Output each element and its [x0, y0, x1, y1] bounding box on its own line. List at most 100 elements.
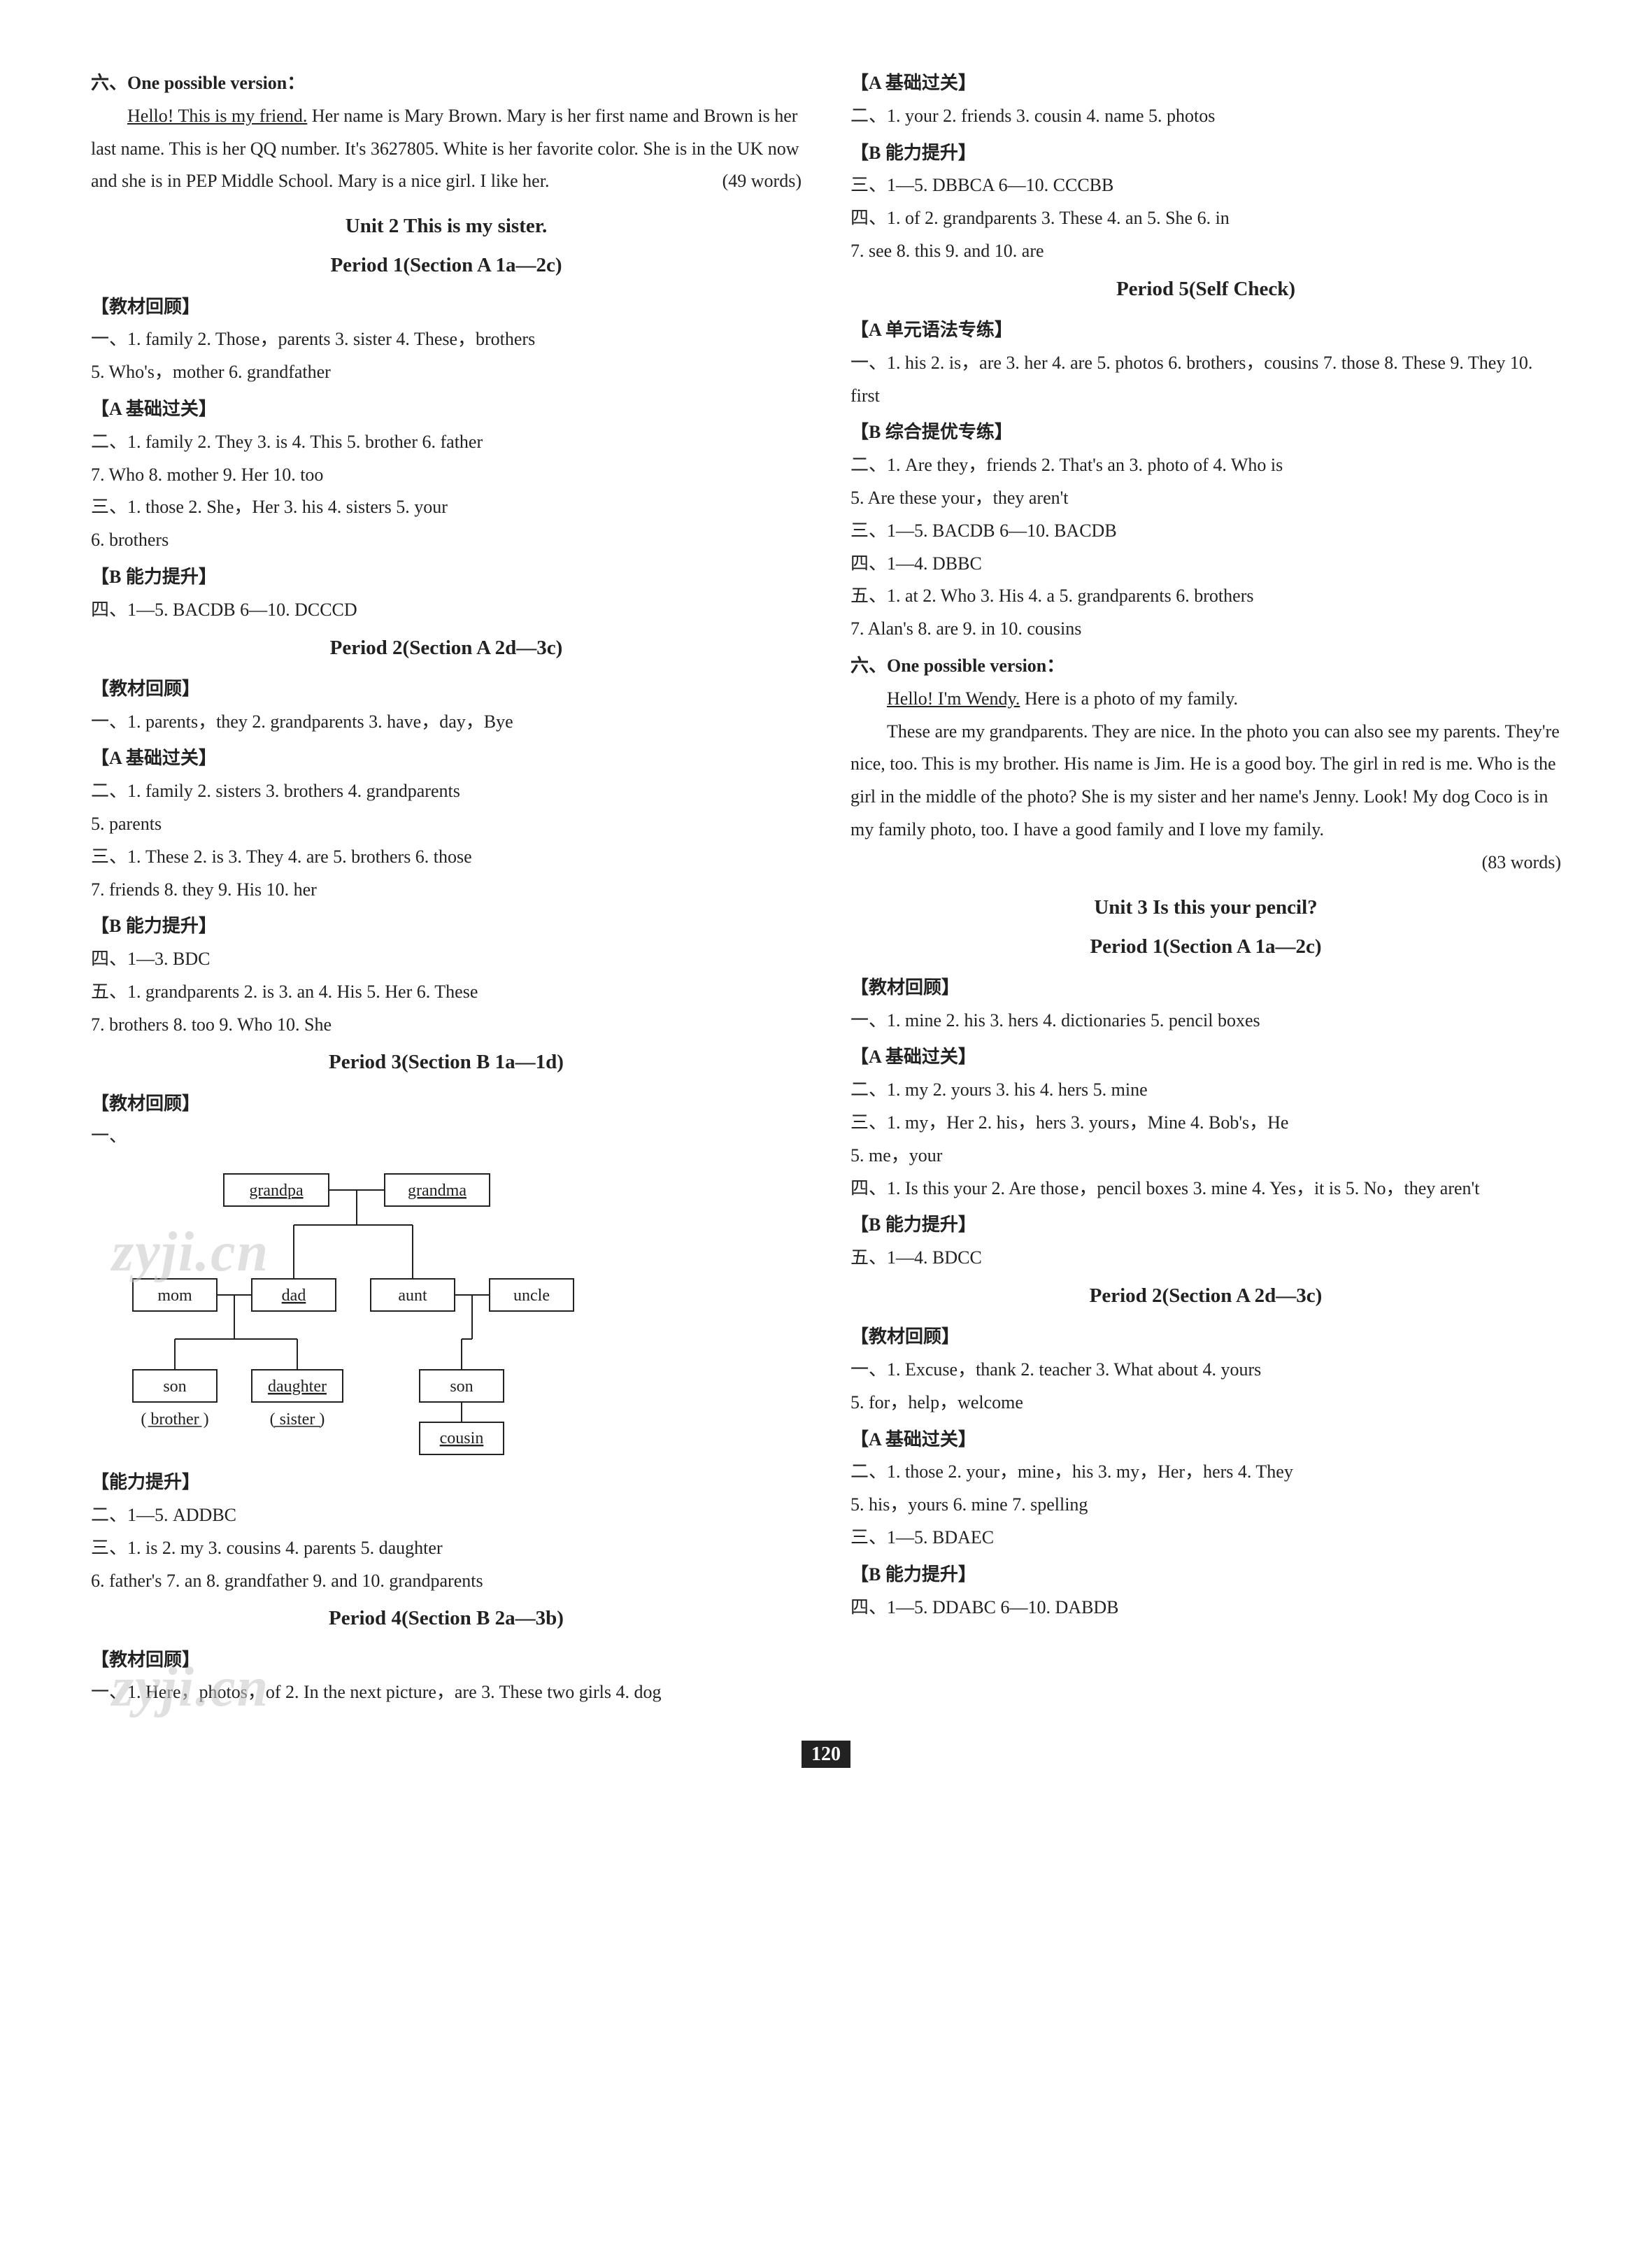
basicA-label-r3: 【A 基础过关】	[850, 1424, 1561, 1457]
u2p2-B-l1: 四、1—3. BDC	[91, 943, 802, 976]
basicA-label-r2: 【A 基础过关】	[850, 1041, 1561, 1074]
upB-label-r1: 【B 能力提升】	[850, 137, 1561, 170]
u3p2-review-l1: 一、1. Excuse，thank 2. teacher 3. What abo…	[850, 1354, 1561, 1387]
u3p1-B-l1: 五、1—4. BDCC	[850, 1242, 1561, 1275]
u2p5-A-l1: 一、1. his 2. is，are 3. her 4. are 5. phot…	[850, 347, 1561, 413]
u2p5-B-l2: 5. Are these your，they aren't	[850, 482, 1561, 515]
basicA-label-r1: 【A 基础过关】	[850, 67, 1561, 100]
u2p2-A-l3: 三、1. These 2. is 3. They 4. are 5. broth…	[91, 841, 802, 874]
compB-label: 【B 综合提优专练】	[850, 416, 1561, 449]
review-label-r2: 【教材回顾】	[850, 1321, 1561, 1354]
page-number: 120	[802, 1741, 850, 1768]
essay-right-l1-rest: Here is a photo of my family.	[1020, 688, 1238, 709]
u3p2-review-l2: 5. for，help，welcome	[850, 1387, 1561, 1419]
two-column-layout: 六、One possible version： Hello! This is m…	[91, 63, 1561, 1709]
review-label-3: 【教材回顾】	[91, 1088, 802, 1121]
basicA-label-1: 【A 基础过关】	[91, 393, 802, 426]
svg-text:cousin: cousin	[440, 1429, 484, 1447]
svg-text:grandpa: grandpa	[249, 1182, 304, 1200]
upB-label-r2: 【B 能力提升】	[850, 1209, 1561, 1242]
svg-text:son: son	[163, 1378, 186, 1396]
basicA-label-2: 【A 基础过关】	[91, 742, 802, 775]
u3p2-B-l1: 四、1—5. DDABC 6—10. DABDB	[850, 1592, 1561, 1624]
u3p1-A-l2: 三、1. my，Her 2. his，hers 3. yours，Mine 4.…	[850, 1107, 1561, 1140]
review-label-4: 【教材回顾】	[91, 1644, 802, 1677]
u2p1-review-l1: 一、1. family 2. Those，parents 3. sister 4…	[91, 323, 802, 356]
u2p1-A-l2: 7. Who 8. mother 9. Her 10. too	[91, 459, 802, 492]
family-tree-svg: grandpagrandmamomdadauntunclesondaughter…	[91, 1160, 622, 1461]
u3p2-A-l3: 三、1—5. BDAEC	[850, 1522, 1561, 1554]
u2p2-A-l1: 二、1. family 2. sisters 3. brothers 4. gr…	[91, 775, 802, 808]
left-column: 六、One possible version： Hello! This is m…	[91, 63, 802, 1709]
u2p1-title: Period 1(Section A 1a—2c)	[91, 247, 802, 283]
u3p2-title: Period 2(Section A 2d—3c)	[850, 1277, 1561, 1314]
review-label-r1: 【教材回顾】	[850, 972, 1561, 1005]
u2p3-ab-l2: 三、1. is 2. my 3. cousins 4. parents 5. d…	[91, 1532, 802, 1565]
u2p1-review-l2: 5. Who's，mother 6. grandfather	[91, 356, 802, 389]
essay-right-l1: Hello! I'm Wendy. Here is a photo of my …	[850, 683, 1561, 716]
unit2-title: Unit 2 This is my sister.	[91, 208, 802, 244]
essay-right-underline: Hello! I'm Wendy.	[887, 688, 1020, 709]
svg-text:mom: mom	[157, 1287, 192, 1305]
u2p5-B-l6: 7. Alan's 8. are 9. in 10. cousins	[850, 613, 1561, 646]
u2p5-B-l5: 五、1. at 2. Who 3. His 4. a 5. grandparen…	[850, 580, 1561, 613]
u2p5-B-l4: 四、1—4. DBBC	[850, 548, 1561, 581]
svg-text:( brother ): ( brother )	[141, 1410, 208, 1429]
u3p1-A-l1: 二、1. my 2. yours 3. his 4. hers 5. mine	[850, 1074, 1561, 1107]
essay-right-words: (83 words)	[850, 847, 1561, 879]
u2p2-review-l1: 一、1. parents，they 2. grandparents 3. hav…	[91, 706, 802, 739]
essay-left: Hello! This is my friend. Her name is Ma…	[91, 100, 802, 198]
svg-text:( sister ): ( sister )	[270, 1410, 325, 1429]
u3p2-A-l1: 二、1. those 2. your，mine，his 3. my，Her，he…	[850, 1456, 1561, 1489]
u3p1-review-l1: 一、1. mine 2. his 3. hers 4. dictionaries…	[850, 1005, 1561, 1037]
review-label-2: 【教材回顾】	[91, 673, 802, 706]
upB-label-1: 【B 能力提升】	[91, 561, 802, 594]
essay-left-underline: Hello! This is my friend.	[127, 106, 307, 126]
u2p1-A-l1: 二、1. family 2. They 3. is 4. This 5. bro…	[91, 426, 802, 459]
p5-title: Period 5(Self Check)	[850, 271, 1561, 307]
u2p3-ab-l1: 二、1—5. ADDBC	[91, 1499, 802, 1532]
u2p3-title: Period 3(Section B 1a—1d)	[91, 1044, 802, 1080]
right-column: 【A 基础过关】 二、1. your 2. friends 3. cousin …	[850, 63, 1561, 1709]
six-header-left: 六、One possible version：	[91, 67, 802, 100]
essay-right-rest: These are my grandparents. They are nice…	[850, 716, 1561, 847]
six-header-right: 六、One possible version：	[850, 650, 1561, 683]
u3p1-A-l3: 5. me，your	[850, 1140, 1561, 1173]
upB-label-2: 【B 能力提升】	[91, 910, 802, 943]
u2p4-B-l1: 三、1—5. DBBCA 6—10. CCCBB	[850, 169, 1561, 202]
u2p4-A-l1: 二、1. your 2. friends 3. cousin 4. name 5…	[850, 100, 1561, 133]
u2p2-B-l3: 7. brothers 8. too 9. Who 10. She	[91, 1009, 802, 1042]
grammarA-label: 【A 单元语法专练】	[850, 314, 1561, 347]
u3p2-A-l2: 5. his，yours 6. mine 7. spelling	[850, 1489, 1561, 1522]
u3p1-A-l4: 四、1. Is this your 2. Are those，pencil bo…	[850, 1173, 1561, 1205]
u2p4-review-l1: 一、1. Here，photos，of 2. In the next pictu…	[91, 1676, 802, 1709]
u2p1-A-l4: 6. brothers	[91, 524, 802, 557]
u2p2-A-l2: 5. parents	[91, 808, 802, 841]
u2p1-A-l3: 三、1. those 2. She，Her 3. his 4. sisters …	[91, 491, 802, 524]
family-tree-diagram: zyji.cn grandpagrandmamomdadauntuncleson…	[91, 1160, 802, 1461]
review-label-1: 【教材回顾】	[91, 291, 802, 324]
u3p1-title: Period 1(Section A 1a—2c)	[850, 928, 1561, 965]
svg-text:grandma: grandma	[408, 1182, 467, 1200]
u2p5-B-l3: 三、1—5. BACDB 6—10. BACDB	[850, 515, 1561, 548]
essay-left-words: (49 words)	[686, 165, 802, 198]
u2p5-B-l1: 二、1. Are they，friends 2. That's an 3. ph…	[850, 449, 1561, 482]
svg-text:son: son	[450, 1378, 473, 1396]
u2p2-title: Period 2(Section A 2d—3c)	[91, 630, 802, 666]
u2p2-B-l2: 五、1. grandparents 2. is 3. an 4. His 5. …	[91, 976, 802, 1009]
svg-text:uncle: uncle	[513, 1287, 550, 1305]
u2p1-B-l1: 四、1—5. BACDB 6—10. DCCCD	[91, 594, 802, 627]
u2p3-ab-l3: 6. father's 7. an 8. grandfather 9. and …	[91, 1565, 802, 1598]
upB-label-r3: 【B 能力提升】	[850, 1559, 1561, 1592]
u2p4-wrap: zyji.cn 【教材回顾】 一、1. Here，photos，of 2. In…	[91, 1644, 802, 1710]
u2p4-B-l3: 7. see 8. this 9. and 10. are	[850, 235, 1561, 268]
u2p3-one: 一、	[91, 1120, 802, 1153]
svg-text:dad: dad	[282, 1287, 306, 1305]
u2p4-B-l2: 四、1. of 2. grandparents 3. These 4. an 5…	[850, 202, 1561, 235]
unit3-title: Unit 3 Is this your pencil?	[850, 889, 1561, 926]
page-number-wrap: 120	[91, 1737, 1561, 1772]
u2p4-title: Period 4(Section B 2a—3b)	[91, 1600, 802, 1636]
svg-text:daughter: daughter	[268, 1378, 327, 1396]
ability-label: 【能力提升】	[91, 1466, 802, 1499]
u2p2-A-l4: 7. friends 8. they 9. His 10. her	[91, 874, 802, 907]
